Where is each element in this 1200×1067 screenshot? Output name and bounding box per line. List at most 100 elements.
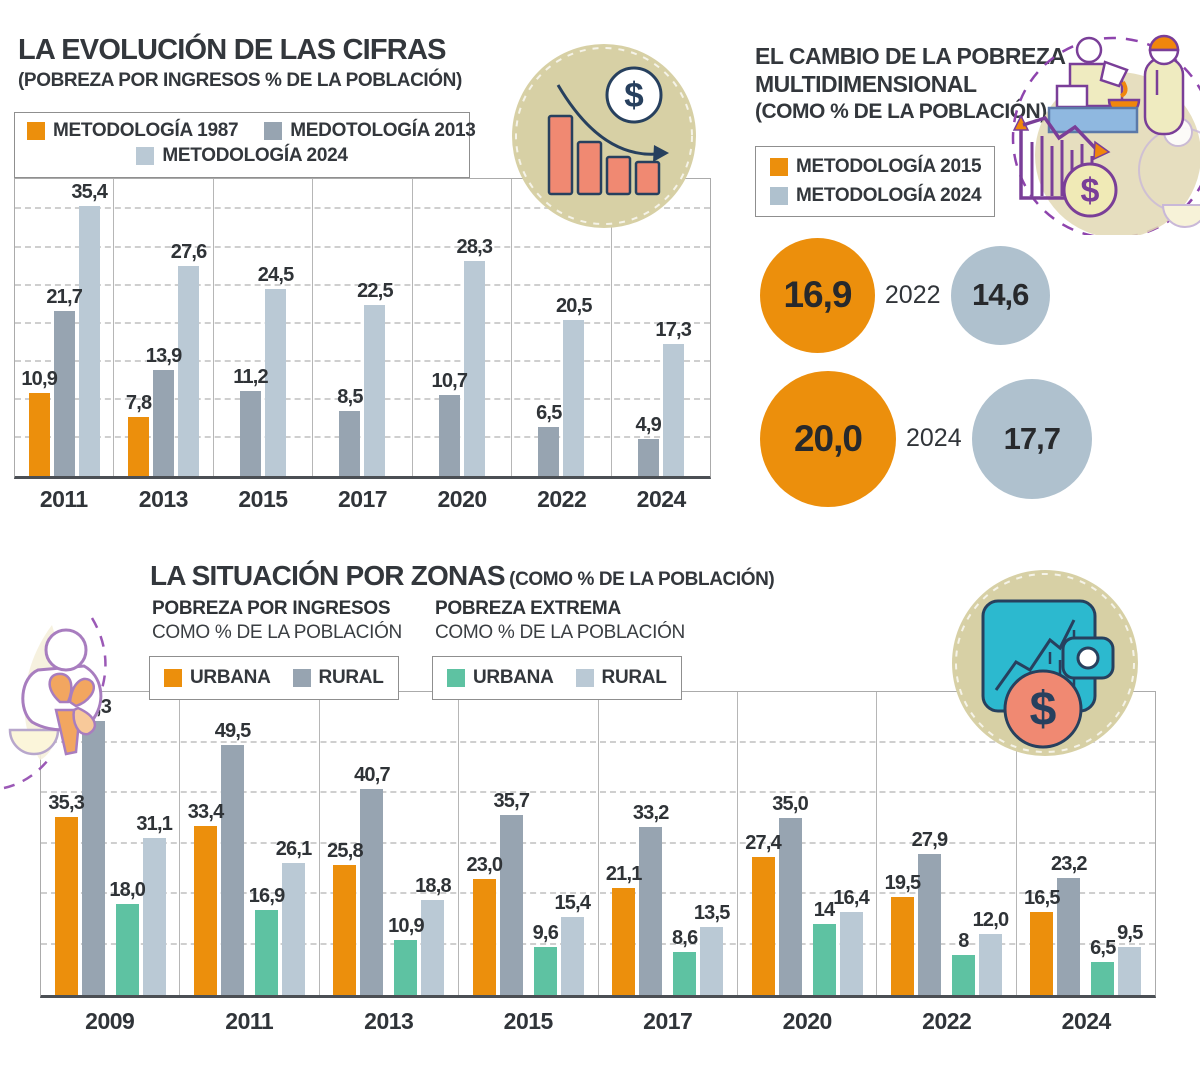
legend-swatch xyxy=(164,669,182,687)
bubble-row-2024: 20,0 2024 17,7 xyxy=(760,370,1180,507)
market-vendor-illustration: $ xyxy=(985,20,1200,270)
legend-item-medotología-2013: MEDOTOLOGÍA 2013 xyxy=(264,120,476,142)
bar-2013-series0 xyxy=(333,864,357,995)
bar-value-label: 4,9 xyxy=(635,413,662,436)
bar-2013-series2 xyxy=(394,939,418,995)
bar-2017-series3 xyxy=(700,926,724,995)
x-axis-label-2017: 2017 xyxy=(643,1008,693,1034)
bar-cell: 8,6 xyxy=(672,692,698,995)
bar-2011-series1 xyxy=(53,310,75,476)
bar-2013-series1 xyxy=(153,370,175,476)
bar-cell: 13,5 xyxy=(694,692,730,995)
legend-item-urbana: URBANA xyxy=(447,667,554,689)
bar-2024-series1 xyxy=(637,438,659,476)
panel2-subtitle: (COMO % DE LA POBLACIÓN) xyxy=(755,100,1047,123)
legend-item-rural: RURAL xyxy=(575,667,667,689)
chart2-subtitle: (COMO % DE LA POBLACIÓN) xyxy=(509,569,775,590)
bar-cell: 19,5 xyxy=(885,692,921,995)
bar-2015-series2 xyxy=(265,289,287,476)
mother-child-icon xyxy=(0,610,142,810)
bar-value-label: 10,9 xyxy=(21,368,58,390)
gridline-35 xyxy=(15,207,710,210)
bubble-metodologia-2024-2022: 14,6 xyxy=(950,245,1050,346)
bar-2020-series1 xyxy=(438,394,460,476)
bar-2022-series0 xyxy=(890,896,914,995)
bar-value-label: 9,5 xyxy=(1117,922,1143,945)
bar-value-label: 17,3 xyxy=(655,319,692,342)
bar-cell: 16,4 xyxy=(833,692,870,995)
subchart1-legend: URBANA RURAL xyxy=(149,656,399,700)
bar-value-label: 35,0 xyxy=(772,793,809,816)
bar-cell: 18,8 xyxy=(415,692,452,995)
bar-value-label: 22,5 xyxy=(357,279,394,302)
panel2-bubbles: 16,9 2022 14,6 20,0 2024 17,7 xyxy=(760,238,1180,507)
chart2-title: LA SITUACIÓN POR ZONAS xyxy=(150,560,506,591)
legend-swatch xyxy=(264,122,283,140)
bar-value-label: 35,7 xyxy=(493,789,530,812)
bar-2013-series3 xyxy=(421,900,445,995)
subchart2-subheading: COMO % DE LA POBLACIÓN xyxy=(435,622,685,643)
chart1-legend: METODOLOGÍA 1987 MEDOTOLOGÍA 2013 METODOL… xyxy=(14,112,476,178)
bar-2009-series3 xyxy=(142,837,166,995)
subchart1-heading: POBREZA POR INGRESOS xyxy=(152,598,391,619)
chart2-plot-area: 35,354,318,031,133,449,516,926,125,840,7… xyxy=(40,691,1156,998)
x-axis-label-2022: 2022 xyxy=(922,1008,972,1034)
bar-value-label: 9,6 xyxy=(532,921,559,944)
bar-cell: 23,0 xyxy=(466,692,503,995)
bar-cell: 8,5 xyxy=(337,179,363,476)
chart1-x-axis: 2011 2013 2015 2017 2020 2022 2024 xyxy=(14,486,711,513)
bar-value-label: 18,8 xyxy=(415,875,452,898)
bar-value-label: 24,5 xyxy=(257,264,295,287)
bar-group-2011: 33,4 49,5 16,9 26,1 xyxy=(179,692,318,995)
legend-item-metodología-2024: METODOLOGÍA 2024 xyxy=(770,185,982,207)
subchart1-subheading: COMO % DE LA POBLACIÓN xyxy=(152,622,402,643)
bar-value-label: 6,5 xyxy=(1090,937,1116,960)
bar-cell: 31,1 xyxy=(136,692,173,995)
bar-2017-series2 xyxy=(673,951,697,995)
bar-group-2009: 35,354,318,031,1 xyxy=(41,692,179,995)
bar-value-label: 18,0 xyxy=(109,879,146,902)
bubble-row-2022: 16,9 2022 14,6 xyxy=(760,238,1180,353)
legend-label: METODOLOGÍA 2024 xyxy=(162,145,348,166)
legend-swatch xyxy=(27,122,45,140)
legend-label: METODOLOGÍA 2015 xyxy=(796,156,982,177)
bar-value-label: 33,2 xyxy=(632,802,670,825)
bar-cell: 13,9 xyxy=(146,179,182,476)
bubble-year-label: 2024 xyxy=(906,424,962,453)
bubble-metodologia-2024-2024: 17,7 xyxy=(971,378,1092,500)
bar-2022-series1 xyxy=(917,854,941,995)
bubble-year-label: 2022 xyxy=(884,280,941,309)
x-axis-label-2009: 2009 xyxy=(85,1008,135,1034)
bar-group-2015: 11,2 24,5 xyxy=(212,179,312,476)
bar-value-label: 21,1 xyxy=(605,863,643,886)
bar-2015-series0 xyxy=(472,878,496,995)
bar-value-label: 16,9 xyxy=(248,884,286,907)
bar-value-label: 27,4 xyxy=(745,831,782,854)
bar-group-2013: 25,8 40,7 10,9 18,8 xyxy=(318,692,458,995)
bar-cell: 22,5 xyxy=(357,179,394,476)
bar-2020-series3 xyxy=(839,912,863,995)
bar-2020-series2 xyxy=(812,924,836,995)
bubble-metodologia-2015-2022: 16,9 xyxy=(760,238,875,353)
bar-value-label: 23,2 xyxy=(1050,852,1088,875)
bar-2022-series2 xyxy=(951,954,975,995)
bar-group-2024: 16,5 23,2 6,5 9,5 xyxy=(1015,692,1155,995)
bar-2015-series3 xyxy=(560,917,584,995)
legend-swatch xyxy=(770,187,788,205)
bar-value-label: 19,5 xyxy=(884,871,922,894)
bar-2024-series1 xyxy=(1057,877,1081,995)
bar-2011-series1 xyxy=(221,745,245,995)
bar-group-2024: 4,9 17,3 xyxy=(610,179,710,476)
x-axis-label-2015: 2015 xyxy=(503,1008,554,1034)
legend-label: URBANA xyxy=(190,667,271,688)
legend-swatch xyxy=(292,669,311,687)
bar-value-label: 26,1 xyxy=(275,838,313,861)
bar-2009-series2 xyxy=(115,904,139,995)
bar-cell: 6,5 xyxy=(1090,692,1116,995)
gridline-20 xyxy=(15,321,710,324)
legend-label: METODOLOGÍA 2024 xyxy=(796,185,982,206)
bar-group-2011: 10,9 21,7 35,4 xyxy=(15,179,113,476)
bar-value-label: 20,5 xyxy=(555,294,593,317)
bubble-metodologia-2015-2024: 20,0 xyxy=(760,370,896,507)
